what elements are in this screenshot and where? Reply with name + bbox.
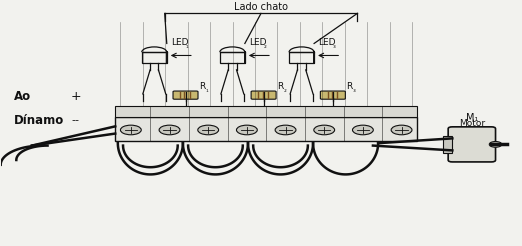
Circle shape — [489, 141, 502, 147]
Text: Motor: Motor — [459, 119, 485, 128]
Text: R: R — [199, 82, 205, 91]
Text: R: R — [277, 82, 283, 91]
Text: LED: LED — [171, 38, 188, 47]
Text: Ao: Ao — [14, 90, 31, 103]
FancyBboxPatch shape — [115, 117, 417, 141]
Text: ₃: ₃ — [353, 87, 355, 93]
Text: ₁: ₁ — [185, 43, 188, 49]
Circle shape — [236, 125, 257, 135]
Text: LED: LED — [318, 38, 336, 47]
Text: Dínamo: Dínamo — [14, 114, 64, 127]
Text: R: R — [347, 82, 353, 91]
Text: ₂: ₂ — [264, 43, 266, 49]
FancyBboxPatch shape — [443, 136, 453, 153]
Text: ₂: ₂ — [283, 87, 286, 93]
Polygon shape — [142, 52, 167, 63]
FancyBboxPatch shape — [173, 91, 198, 99]
Polygon shape — [220, 52, 245, 63]
Text: LED: LED — [249, 38, 267, 47]
Circle shape — [121, 125, 141, 135]
Text: +: + — [71, 90, 81, 103]
Circle shape — [352, 125, 373, 135]
FancyBboxPatch shape — [448, 127, 495, 162]
Circle shape — [314, 125, 335, 135]
Text: ₁: ₁ — [205, 87, 208, 93]
Circle shape — [159, 125, 180, 135]
Text: Lado chato: Lado chato — [234, 2, 288, 12]
Circle shape — [391, 125, 412, 135]
Circle shape — [198, 125, 219, 135]
Polygon shape — [289, 52, 314, 63]
FancyBboxPatch shape — [115, 106, 417, 117]
Text: ₃: ₃ — [333, 43, 336, 49]
FancyBboxPatch shape — [251, 91, 276, 99]
FancyBboxPatch shape — [321, 91, 346, 99]
Circle shape — [275, 125, 296, 135]
Text: M₁: M₁ — [466, 113, 478, 123]
Text: --: -- — [71, 115, 79, 125]
